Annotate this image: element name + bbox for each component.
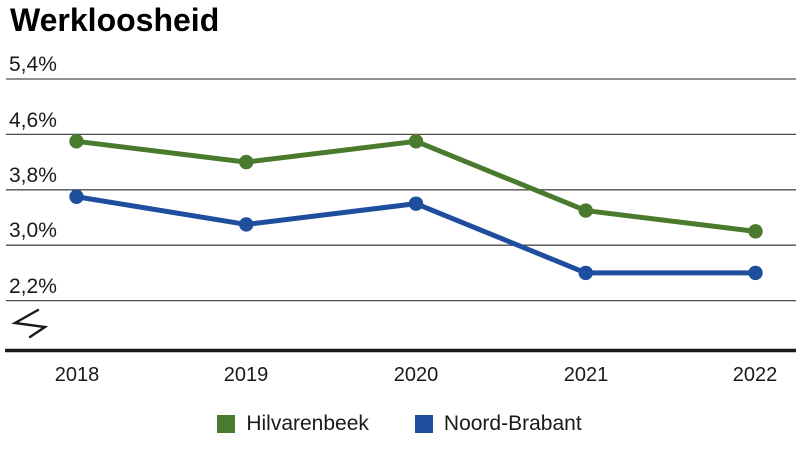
data-point-noord-brabant-2020	[408, 196, 424, 211]
data-point-hilvarenbeek-2018	[69, 134, 84, 149]
data-point-noord-brabant-2021	[578, 265, 593, 281]
data-point-hilvarenbeek-2021	[578, 203, 593, 218]
chart-title: Werkloosheid	[10, 2, 220, 38]
y-axis-tick-label: 4,6%	[9, 109, 57, 132]
data-point-noord-brabant-2022	[748, 265, 763, 281]
data-point-hilvarenbeek-2020	[408, 134, 424, 149]
axis-break-icon	[11, 308, 49, 339]
hilvarenbeek-swatch-icon	[217, 415, 236, 433]
x-axis-tick-label: 2022	[732, 364, 778, 386]
legend-item-hilvarenbeek: Hilvarenbeek	[217, 412, 369, 436]
data-point-hilvarenbeek-2022	[748, 224, 763, 239]
y-axis-tick-label: 3,8%	[9, 164, 57, 187]
data-point-hilvarenbeek-2019	[239, 154, 254, 170]
data-point-noord-brabant-2018	[69, 189, 84, 204]
x-axis-tick-label: 2020	[393, 364, 439, 386]
noord-brabant-swatch-icon	[414, 415, 433, 433]
legend-label: Noord-Brabant	[443, 412, 582, 435]
y-axis-tick-label: 5,4%	[9, 53, 57, 76]
series-line-hilvarenbeek	[74, 138, 758, 234]
legend-label: Hilvarenbeek	[246, 412, 369, 435]
data-point-noord-brabant-2019	[239, 217, 254, 232]
y-axis-tick-label: 2,2%	[9, 275, 57, 298]
x-axis-tick-label: 2021	[563, 364, 609, 386]
y-axis-tick-label: 3,0%	[9, 219, 57, 242]
x-axis-tick-label: 2019	[223, 364, 269, 386]
legend-item-noord-brabant: Noord-Brabant	[414, 412, 582, 436]
x-axis-tick-label: 2018	[54, 364, 100, 386]
chart-legend: Hilvarenbeek Noord-Brabant	[0, 412, 799, 436]
